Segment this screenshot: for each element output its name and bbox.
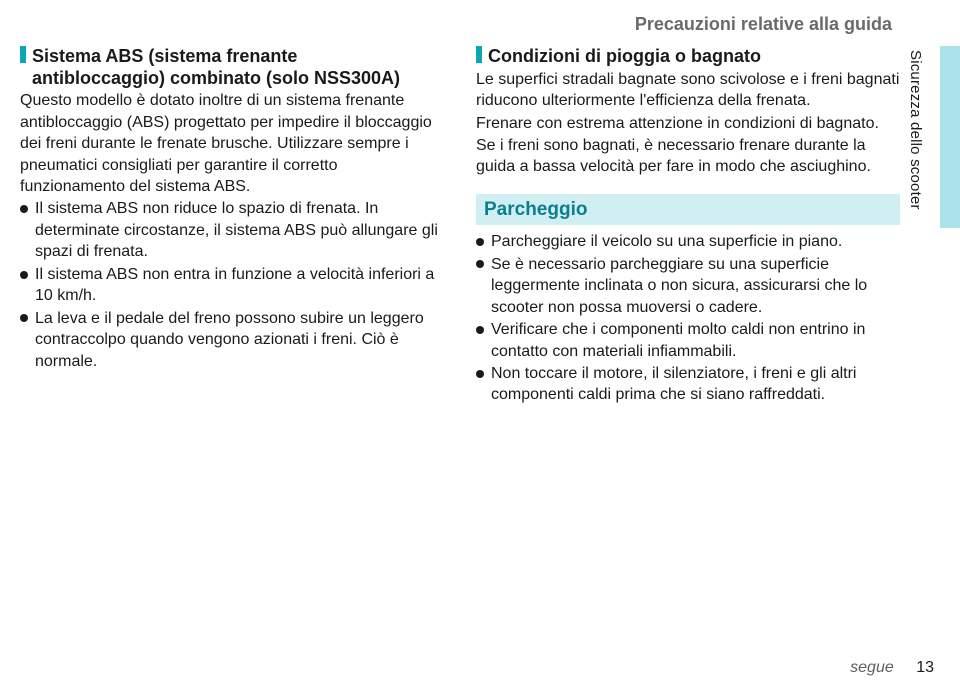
page-number: 13 bbox=[916, 659, 934, 676]
left-column: Sistema ABS (sistema frenante antiblocca… bbox=[20, 46, 444, 407]
list-item: Il sistema ABS non riduce lo spazio di f… bbox=[20, 198, 444, 262]
list-item: Se è necessario parcheggiare su una supe… bbox=[476, 254, 900, 318]
right-bullet-list: Parcheggiare il veicolo su una superfici… bbox=[476, 231, 900, 406]
list-item: Non toccare il motore, il silenziatore, … bbox=[476, 363, 900, 406]
right-para-3: Se i freni sono bagnati, è necessario fr… bbox=[476, 135, 900, 178]
left-heading-line2: antibloccaggio) combinato (solo NSS300A) bbox=[32, 68, 400, 88]
left-paragraph: Questo modello è dotato inoltre di un si… bbox=[20, 90, 444, 197]
continued-label: segue bbox=[850, 659, 894, 676]
list-item: La leva e il pedale del freno possono su… bbox=[20, 308, 444, 372]
accent-bar-icon bbox=[20, 46, 26, 63]
right-para-2: Frenare con estrema attenzione in condiz… bbox=[476, 113, 900, 134]
page-footer: segue 13 bbox=[850, 659, 934, 677]
thumb-tab bbox=[940, 46, 960, 228]
list-item: Verificare che i componenti molto caldi … bbox=[476, 319, 900, 362]
right-para-1: Le superfici stradali bagnate sono scivo… bbox=[476, 69, 900, 112]
section-tab-label: Sicurezza dello scooter bbox=[907, 50, 924, 210]
content-columns: Sistema ABS (sistema frenante antiblocca… bbox=[20, 46, 900, 407]
page-header-title: Precauzioni relative alla guida bbox=[635, 14, 892, 35]
left-heading-line1: Sistema ABS (sistema frenante bbox=[32, 46, 297, 66]
right-heading-text: Condizioni di pioggia o bagnato bbox=[488, 46, 761, 66]
section-heading-parcheggio: Parcheggio bbox=[476, 194, 900, 225]
accent-bar-icon bbox=[476, 46, 482, 63]
right-heading: Condizioni di pioggia o bagnato bbox=[476, 46, 900, 68]
right-column: Condizioni di pioggia o bagnato Le super… bbox=[476, 46, 900, 407]
list-item: Parcheggiare il veicolo su una superfici… bbox=[476, 231, 900, 252]
list-item: Il sistema ABS non entra in funzione a v… bbox=[20, 264, 444, 307]
left-bullet-list: Il sistema ABS non riduce lo spazio di f… bbox=[20, 198, 444, 372]
left-heading: Sistema ABS (sistema frenante antiblocca… bbox=[20, 46, 444, 89]
